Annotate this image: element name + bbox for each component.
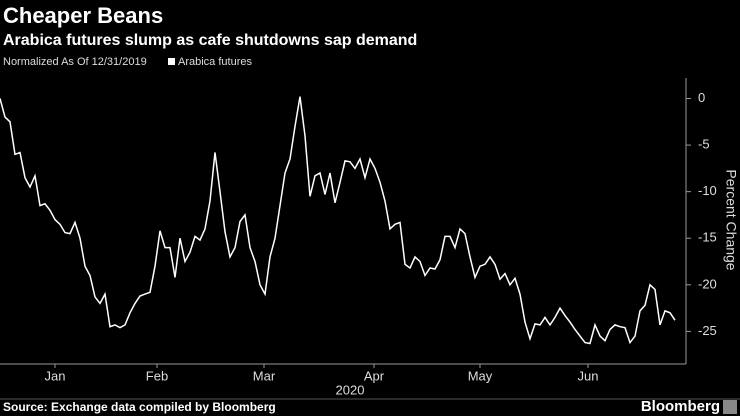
legend-swatch — [168, 58, 175, 65]
x-tick-label: Jan — [45, 368, 66, 383]
y-axis-title: Percent Change — [723, 169, 739, 270]
data-line — [0, 96, 676, 345]
y-tick-label: -25 — [698, 323, 717, 338]
x-tick-label: May — [468, 368, 493, 383]
x-tick-label: Mar — [253, 368, 276, 383]
x-tick-label: Feb — [146, 368, 168, 383]
y-tick-label: -15 — [698, 230, 717, 245]
source: Source: Exchange data compiled by Bloomb… — [3, 400, 276, 414]
chart-title: Cheaper Beans — [3, 3, 163, 28]
x-axis-title: 2020 — [336, 382, 365, 397]
y-tick-label: 0 — [698, 90, 705, 105]
brand-icon — [723, 400, 737, 414]
y-tick-label: -20 — [698, 276, 717, 291]
y-tick-label: -10 — [698, 183, 717, 198]
note: Normalized As Of 12/31/2019 — [3, 56, 147, 68]
legend-label: Arabica futures — [178, 56, 252, 68]
y-tick-label: -5 — [698, 137, 710, 152]
x-tick-label: Jun — [578, 368, 599, 383]
x-tick-label: Apr — [364, 368, 385, 383]
chart-subtitle: Arabica futures slump as cafe shutdowns … — [3, 32, 417, 49]
brand: Bloomberg — [641, 398, 720, 415]
